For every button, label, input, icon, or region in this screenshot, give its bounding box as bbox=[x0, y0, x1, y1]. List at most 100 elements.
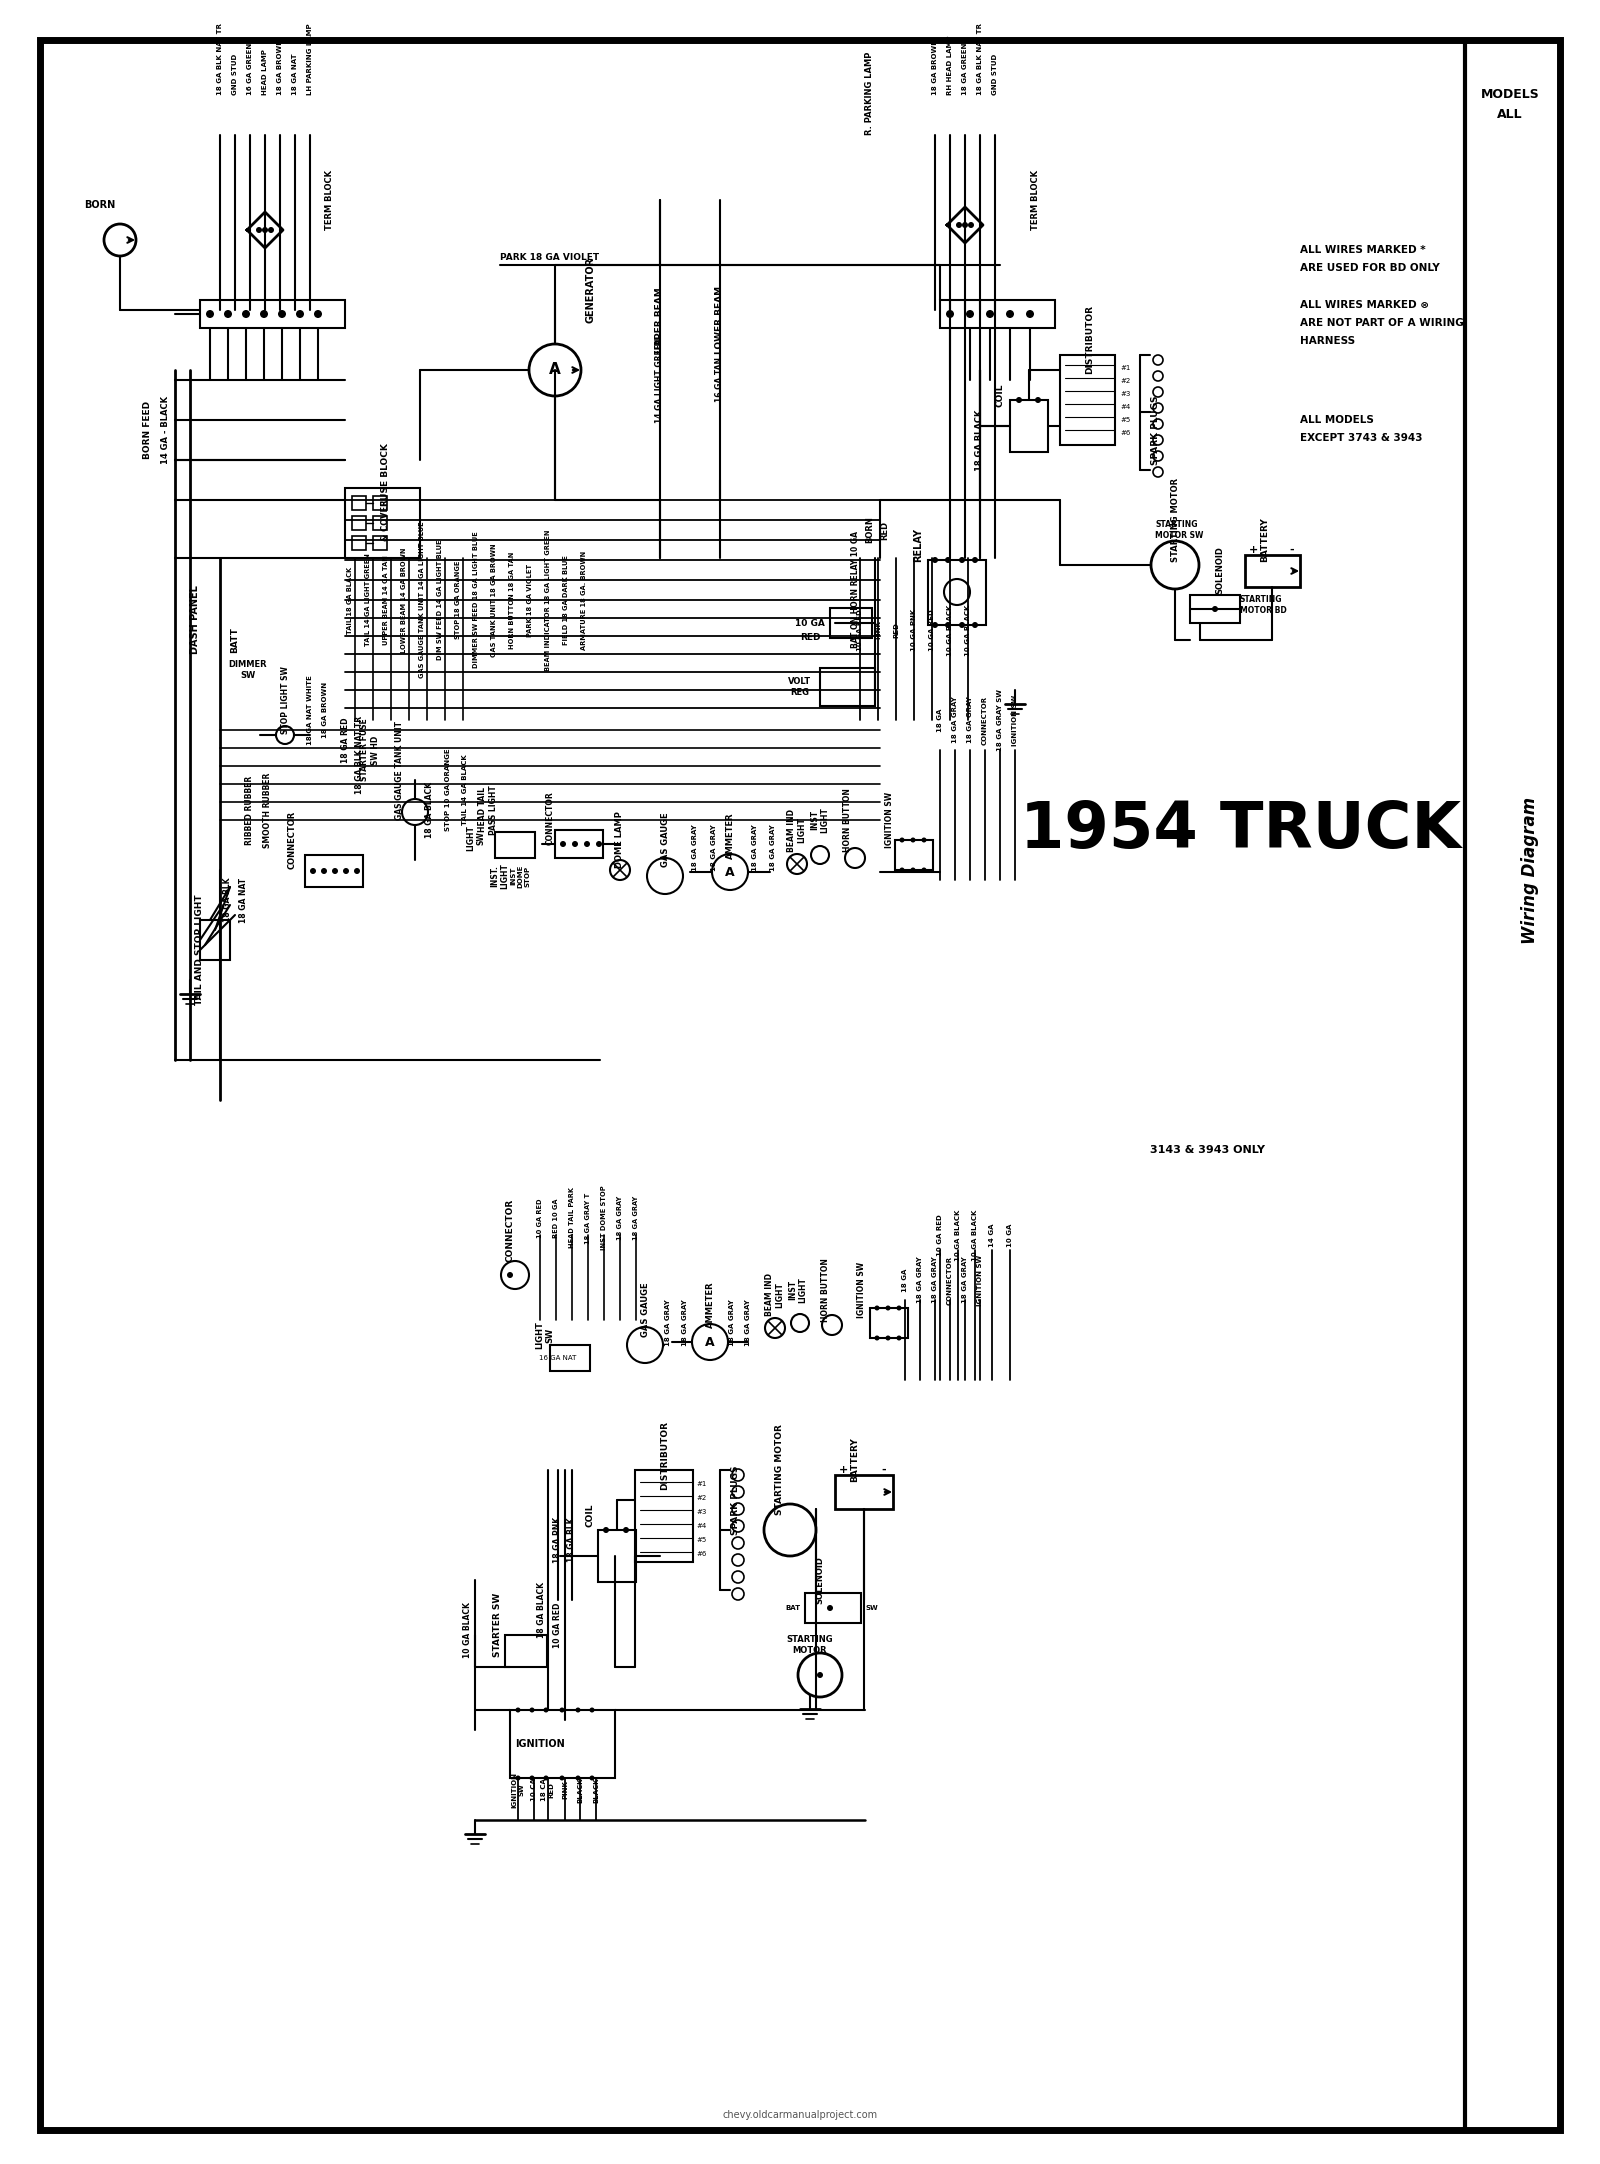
Bar bbox=[805, 1593, 861, 1623]
Text: ARE USED FOR BD ONLY: ARE USED FOR BD ONLY bbox=[1299, 264, 1440, 273]
Text: BLACK: BLACK bbox=[594, 1777, 598, 1803]
Text: 16 GA NAT: 16 GA NAT bbox=[539, 1355, 576, 1361]
Text: HEAD TAIL PARK: HEAD TAIL PARK bbox=[570, 1188, 574, 1249]
Text: +: + bbox=[838, 1465, 848, 1476]
Text: DIM SW FEED 14 GA LIGHT BLUE: DIM SW FEED 14 GA LIGHT BLUE bbox=[437, 539, 443, 660]
Circle shape bbox=[1035, 396, 1042, 403]
Text: INST DOME STOP: INST DOME STOP bbox=[602, 1186, 606, 1251]
Text: 18 GA GRAY: 18 GA GRAY bbox=[931, 1257, 938, 1303]
Circle shape bbox=[530, 1707, 534, 1712]
Text: RED: RED bbox=[800, 634, 821, 643]
Text: -: - bbox=[882, 1465, 886, 1476]
Circle shape bbox=[968, 223, 974, 227]
Circle shape bbox=[885, 1335, 891, 1340]
Bar bbox=[346, 489, 419, 558]
Circle shape bbox=[322, 868, 326, 874]
Text: GAS GAUGE TANK UNIT 14 GA LIGHT BLUE: GAS GAUGE TANK UNIT 14 GA LIGHT BLUE bbox=[419, 522, 426, 677]
Circle shape bbox=[931, 621, 938, 628]
Text: #5: #5 bbox=[696, 1536, 706, 1543]
Text: 18 GA BLK NAT TR: 18 GA BLK NAT TR bbox=[218, 24, 222, 95]
Circle shape bbox=[589, 1774, 595, 1781]
Text: BORN: BORN bbox=[866, 517, 875, 543]
Text: TERM BLOCK: TERM BLOCK bbox=[325, 171, 334, 229]
Circle shape bbox=[224, 309, 232, 318]
Text: Wiring Diagram: Wiring Diagram bbox=[1522, 796, 1539, 944]
Text: 18 GA BLK NAT TR: 18 GA BLK NAT TR bbox=[978, 24, 982, 95]
Circle shape bbox=[314, 309, 322, 318]
Text: 18 GA BLK NAT TR: 18 GA BLK NAT TR bbox=[355, 716, 365, 794]
Circle shape bbox=[946, 556, 950, 563]
Bar bbox=[494, 831, 534, 857]
Text: HORN BUTTON 18 GA TAN: HORN BUTTON 18 GA TAN bbox=[509, 552, 515, 649]
Text: 18 GA BROWN: 18 GA BROWN bbox=[322, 682, 328, 738]
Text: IGNITION: IGNITION bbox=[515, 1740, 565, 1749]
Text: 18 GA GRAY T: 18 GA GRAY T bbox=[586, 1192, 590, 1244]
Circle shape bbox=[896, 1335, 901, 1340]
Text: RIBBED RUBBER: RIBBED RUBBER bbox=[245, 775, 254, 844]
Bar bbox=[598, 1530, 637, 1582]
Text: DIMMER SW FEED 18 GA LIGHT BLUE: DIMMER SW FEED 18 GA LIGHT BLUE bbox=[474, 532, 478, 669]
Bar bbox=[373, 537, 387, 550]
Text: VOLT
REG: VOLT REG bbox=[789, 677, 811, 697]
Circle shape bbox=[206, 309, 214, 318]
Text: 18 GA GRAY: 18 GA GRAY bbox=[770, 824, 776, 872]
Text: 10 GA BLACK: 10 GA BLACK bbox=[464, 1601, 472, 1658]
Circle shape bbox=[584, 842, 590, 846]
Bar bbox=[352, 515, 366, 530]
Circle shape bbox=[576, 1774, 581, 1781]
Text: 14 GA LIGHT GREEN: 14 GA LIGHT GREEN bbox=[656, 338, 664, 422]
Text: UPPER BEAM 14 GA TAN: UPPER BEAM 14 GA TAN bbox=[382, 554, 389, 645]
Circle shape bbox=[560, 1774, 565, 1781]
Text: TAIL 14 GA LIGHT GREEN: TAIL 14 GA LIGHT GREEN bbox=[365, 554, 371, 647]
Text: 18 GA GRAY: 18 GA GRAY bbox=[710, 824, 717, 872]
Text: 18 GA GRAY: 18 GA GRAY bbox=[618, 1197, 622, 1240]
Text: CONNECTOR: CONNECTOR bbox=[288, 812, 296, 870]
Text: PINK: PINK bbox=[875, 621, 882, 638]
Circle shape bbox=[269, 227, 274, 234]
Text: 14 GA: 14 GA bbox=[989, 1223, 995, 1246]
Text: CONNECTOR: CONNECTOR bbox=[947, 1255, 954, 1305]
Text: 18 GA BROWN: 18 GA BROWN bbox=[931, 39, 938, 95]
Text: 18 GA BLACK: 18 GA BLACK bbox=[426, 781, 435, 837]
Circle shape bbox=[242, 309, 250, 318]
Circle shape bbox=[589, 1707, 595, 1712]
Text: R. PARKING LAMP: R. PARKING LAMP bbox=[866, 52, 875, 134]
Circle shape bbox=[1213, 606, 1218, 612]
Text: 18 GA NAT: 18 GA NAT bbox=[291, 54, 298, 95]
Text: ARMATURE 18 GA. BROWN: ARMATURE 18 GA. BROWN bbox=[581, 550, 587, 649]
Text: ALL MODELS: ALL MODELS bbox=[1299, 415, 1374, 424]
Text: BLACK: BLACK bbox=[578, 1777, 582, 1803]
Text: LH PARKING LAMP: LH PARKING LAMP bbox=[307, 24, 314, 95]
Text: 18 GA GRAY: 18 GA GRAY bbox=[691, 824, 698, 872]
Text: 10 GA: 10 GA bbox=[795, 619, 826, 628]
Text: IGNITION SW: IGNITION SW bbox=[1013, 695, 1018, 747]
Text: 10 GA RED: 10 GA RED bbox=[930, 608, 934, 651]
Text: DISTRIBUTOR: DISTRIBUTOR bbox=[1085, 305, 1094, 374]
Text: A: A bbox=[725, 866, 734, 879]
Text: #1: #1 bbox=[696, 1480, 706, 1487]
Bar bbox=[200, 301, 346, 329]
Text: 16 GA GREEN: 16 GA GREEN bbox=[246, 43, 253, 95]
Circle shape bbox=[966, 309, 974, 318]
Circle shape bbox=[973, 621, 978, 628]
Text: #6: #6 bbox=[1120, 431, 1130, 435]
Bar bbox=[200, 920, 230, 961]
Text: FIELD 18 GA DARK BLUE: FIELD 18 GA DARK BLUE bbox=[563, 554, 570, 645]
Text: 10 GA RED: 10 GA RED bbox=[858, 608, 862, 651]
Text: SOLENOID: SOLENOID bbox=[1216, 545, 1224, 593]
Text: STOP LIGHT SW: STOP LIGHT SW bbox=[280, 667, 290, 734]
Text: STARTER FUSE
SW HD: STARTER FUSE SW HD bbox=[360, 718, 379, 781]
Text: GAS GAUGE: GAS GAUGE bbox=[640, 1283, 650, 1337]
Text: BORN FEED: BORN FEED bbox=[144, 400, 152, 459]
Text: #2: #2 bbox=[1120, 379, 1130, 383]
Text: SPARK PLUGS: SPARK PLUGS bbox=[1150, 396, 1160, 465]
Circle shape bbox=[342, 868, 349, 874]
Text: BEAM IND
LIGHT: BEAM IND LIGHT bbox=[765, 1272, 784, 1316]
Text: INST
DOME
STOP: INST DOME STOP bbox=[510, 863, 530, 887]
Text: GAS TANK UNIT 18 GA BROWN: GAS TANK UNIT 18 GA BROWN bbox=[491, 543, 498, 658]
Text: 18 GA BLACK: 18 GA BLACK bbox=[976, 409, 984, 472]
Text: #3: #3 bbox=[1120, 392, 1130, 396]
Text: HARNESS: HARNESS bbox=[1299, 335, 1355, 346]
Text: 18 GA BROWN: 18 GA BROWN bbox=[277, 39, 283, 95]
Text: ARE NOT PART OF A WIRING: ARE NOT PART OF A WIRING bbox=[1299, 318, 1464, 329]
